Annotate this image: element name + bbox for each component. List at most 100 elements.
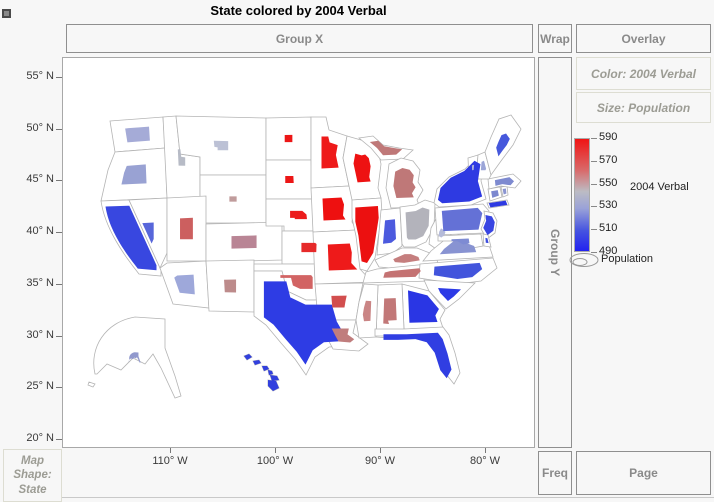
state-value-RI[interactable] — [502, 188, 507, 195]
state-value-MA[interactable] — [494, 177, 515, 186]
state-value-KY[interactable] — [393, 254, 420, 263]
state-color-blobs — [105, 126, 515, 391]
drop-zone-overlay-label: Overlay — [621, 31, 666, 46]
color-gradient-legend[interactable] — [574, 138, 590, 252]
drop-zone-freq-label: Freq — [541, 466, 568, 480]
state-value-WI[interactable] — [353, 153, 371, 183]
y-axis-tick — [56, 232, 62, 233]
drop-zone-group-y-label: Group Y — [548, 228, 562, 277]
x-axis-tick — [170, 448, 171, 453]
state-value-MD[interactable] — [451, 238, 470, 245]
y-axis-label[interactable]: 50° N — [26, 122, 54, 134]
state-value-AL[interactable] — [383, 298, 397, 324]
map-plot-area[interactable] — [62, 57, 535, 448]
state-value-CT[interactable] — [491, 190, 499, 198]
state-value-FL[interactable] — [383, 332, 452, 379]
x-axis-label[interactable]: 90° W — [364, 455, 396, 467]
state-value-AK[interactable] — [128, 352, 141, 363]
state-value-CA[interactable] — [105, 205, 157, 271]
state-value-NM[interactable] — [224, 279, 237, 293]
state-value-NY[interactable] — [488, 200, 508, 208]
color-role-label[interactable]: Color: 2004 Verbal — [576, 57, 711, 90]
x-axis-label[interactable]: 80° W — [469, 455, 501, 467]
y-axis-label[interactable]: 40° N — [26, 225, 54, 237]
state-value-WY[interactable] — [229, 196, 237, 202]
y-axis-label[interactable]: 45° N — [26, 173, 54, 185]
population-size-icon — [569, 253, 599, 267]
state-value-MI[interactable] — [393, 168, 416, 198]
y-axis-label[interactable]: 25° N — [26, 380, 54, 392]
state-value-SD[interactable] — [285, 175, 294, 183]
state-value-ND[interactable] — [284, 134, 293, 143]
us-choropleth-map[interactable] — [63, 58, 536, 449]
x-axis-label[interactable]: 110° W — [152, 455, 188, 467]
state-value-KS[interactable] — [301, 242, 317, 253]
state-value-VA[interactable] — [439, 239, 477, 255]
y-axis-label[interactable]: 30° N — [26, 329, 54, 341]
state-value-CO[interactable] — [231, 235, 257, 249]
state-value-MN[interactable] — [321, 136, 339, 169]
state-value-DE[interactable] — [485, 237, 489, 244]
state-value-MI[interactable] — [369, 140, 403, 156]
y-axis-tick — [56, 129, 62, 130]
x-axis-tick — [275, 448, 276, 453]
state-value-NY[interactable] — [437, 160, 483, 204]
drop-zone-freq[interactable]: Freq — [538, 451, 572, 495]
population-legend-label: Population — [601, 253, 653, 265]
x-axis-label[interactable]: 100° W — [256, 455, 294, 467]
state-value-IL[interactable] — [355, 206, 379, 263]
window-corner-icon[interactable] — [2, 9, 11, 18]
state-value-HI[interactable] — [244, 354, 279, 391]
y-axis-tick — [56, 284, 62, 285]
state-value-WA[interactable] — [125, 126, 150, 143]
state-value-MS[interactable] — [362, 300, 372, 322]
state-value-IN[interactable] — [382, 219, 396, 244]
x-axis-tick — [485, 448, 486, 453]
state-value-UT[interactable] — [180, 217, 193, 240]
state-value-ID[interactable] — [177, 149, 186, 166]
state-value-VT[interactable] — [471, 164, 475, 171]
size-role-label[interactable]: Size: Population — [576, 92, 711, 123]
y-axis-label[interactable]: 20° N — [26, 432, 54, 444]
state-value-PA[interactable] — [441, 207, 483, 232]
state-value-MO[interactable] — [327, 243, 358, 271]
y-axis-tick — [56, 180, 62, 181]
drop-zone-wrap-label: Wrap — [540, 31, 570, 46]
state-value-NJ[interactable] — [483, 214, 495, 236]
y-axis-tick — [56, 77, 62, 78]
state-value-GA[interactable] — [407, 290, 439, 323]
state-value-MT[interactable] — [213, 140, 229, 151]
drop-zone-group-x-label: Group X — [275, 31, 324, 46]
drop-zone-page[interactable]: Page — [576, 451, 711, 495]
gradient-tick — [591, 252, 597, 253]
drop-zone-wrap[interactable]: Wrap — [538, 24, 572, 53]
y-axis-label[interactable]: 55° N — [26, 70, 54, 82]
state-value-NH[interactable] — [480, 160, 487, 171]
state-value-NE[interactable] — [290, 210, 307, 220]
gradient-tick — [591, 138, 597, 139]
state-value-OK[interactable] — [280, 275, 313, 289]
drop-zone-overlay[interactable]: Overlay — [576, 24, 711, 53]
gradient-tick-label: 570 — [599, 154, 618, 166]
state-value-LA[interactable] — [331, 328, 355, 343]
drop-zone-group-x[interactable]: Group X — [66, 24, 533, 53]
map-shape-zone[interactable]: Map Shape: State — [3, 449, 62, 502]
state-value-NC[interactable] — [433, 262, 483, 280]
chart-title: State colored by 2004 Verbal — [210, 3, 387, 18]
state-value-AR[interactable] — [331, 295, 347, 308]
state-value-SC[interactable] — [438, 288, 461, 302]
state-value-OR[interactable] — [121, 164, 147, 185]
y-axis-label[interactable]: 35° N — [26, 277, 54, 289]
gradient-tick-label: 590 — [599, 131, 618, 143]
state-value-TX[interactable] — [263, 281, 344, 365]
state-value-TN[interactable] — [383, 268, 421, 278]
state-value-NV[interactable] — [142, 222, 154, 244]
state-value-AZ[interactable] — [174, 274, 195, 295]
map-shape-line3: State — [18, 483, 47, 496]
gradient-tick — [591, 161, 597, 162]
state-value-ME[interactable] — [496, 133, 510, 157]
state-value-IA[interactable] — [322, 197, 346, 221]
state-value-OH[interactable] — [405, 207, 430, 240]
drop-zone-group-y[interactable]: Group Y — [538, 57, 572, 448]
